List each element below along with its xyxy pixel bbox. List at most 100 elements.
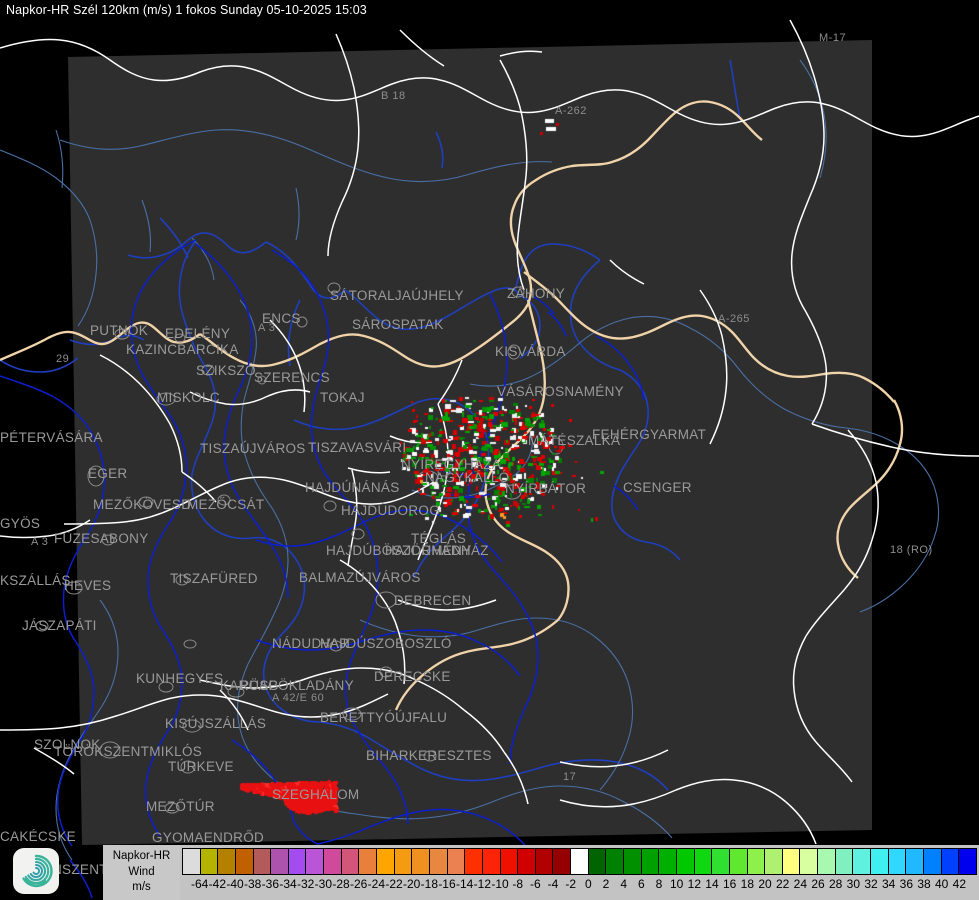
legend-swatch[interactable] xyxy=(782,849,801,874)
legend-swatch[interactable] xyxy=(588,849,607,874)
legend-swatch[interactable] xyxy=(535,849,554,874)
legend-swatch[interactable] xyxy=(800,849,819,874)
legend-color-swatches[interactable] xyxy=(182,848,977,875)
legend-swatch[interactable] xyxy=(941,849,960,874)
legend-tick-value: -40 xyxy=(226,877,244,891)
legend-scale[interactable]: -64 -42 -40 -38 -36 -34 -32 -30 -28 -26 -24 -22 -20-… xyxy=(180,845,979,900)
legend-swatch[interactable] xyxy=(765,849,783,874)
legend-swatch[interactable] xyxy=(183,849,201,874)
legend-tick-value: 16 xyxy=(722,877,737,891)
legend-swatch[interactable] xyxy=(624,849,642,874)
legend-swatch[interactable] xyxy=(377,849,395,874)
legend-tick-labels: -64 -42 -40 -38 -36 -34 -32 -30 -28 -26 -24 -22 -20-… xyxy=(182,877,977,893)
legend-tick-value: -12 xyxy=(473,877,491,891)
legend-title-unit: m/s xyxy=(132,881,151,894)
legend-tick-value: 22 xyxy=(775,877,790,891)
legend-tick-value: -6 xyxy=(529,877,541,891)
road-label: M-17 xyxy=(819,32,847,44)
legend-swatch[interactable] xyxy=(253,849,272,874)
legend-swatch[interactable] xyxy=(359,849,378,874)
legend-swatch[interactable] xyxy=(200,849,219,874)
road-label: A 3 xyxy=(258,322,276,334)
legend-swatch[interactable] xyxy=(324,849,342,874)
legend-swatch[interactable] xyxy=(959,849,976,874)
legend-tick-value: 28 xyxy=(828,877,843,891)
legend-swatch[interactable] xyxy=(571,849,589,874)
road-label: A-265 xyxy=(718,313,750,325)
legend-swatch[interactable] xyxy=(518,849,536,874)
app-logo[interactable] xyxy=(13,848,59,894)
legend-swatch[interactable] xyxy=(870,849,889,874)
legend-swatch[interactable] xyxy=(641,849,660,874)
legend-title-site: Napkor-HR xyxy=(112,850,171,863)
legend-swatch[interactable] xyxy=(341,849,360,874)
legend-swatch[interactable] xyxy=(694,849,713,874)
legend-swatch[interactable] xyxy=(888,849,907,874)
legend-tick-value: -32 xyxy=(296,877,315,891)
spiral-logo-icon xyxy=(22,854,53,888)
legend-tick-value: 34 xyxy=(881,877,896,891)
legend-swatch[interactable] xyxy=(482,849,501,874)
legend-tick-value: -14 xyxy=(455,877,474,891)
legend-tick-value: 0 xyxy=(584,877,592,891)
legend-swatch[interactable] xyxy=(288,849,307,874)
legend-tick-value: 30 xyxy=(846,877,861,891)
legend-tick-value: 6 xyxy=(637,877,645,891)
legend-tick-value: -18 xyxy=(420,877,438,891)
legend-swatch[interactable] xyxy=(306,849,325,874)
legend-tick-value: 8 xyxy=(655,877,663,891)
legend-title-product: Wind xyxy=(128,865,155,878)
legend-swatch[interactable] xyxy=(835,849,854,874)
legend-tick-value: -10 xyxy=(491,877,509,891)
legend-swatch[interactable] xyxy=(412,849,430,874)
legend-tick-value: -64 xyxy=(190,877,209,891)
legend-tick-value: 32 xyxy=(864,877,878,891)
legend-tick-value: -26 xyxy=(349,877,368,891)
legend-tick-value: -2 xyxy=(565,877,576,891)
legend-swatch[interactable] xyxy=(394,849,413,874)
legend-tick-value: 12 xyxy=(687,877,702,891)
legend-swatch[interactable] xyxy=(853,849,871,874)
legend-swatch[interactable] xyxy=(500,849,519,874)
legend-swatch[interactable] xyxy=(923,849,942,874)
legend-swatch[interactable] xyxy=(271,849,289,874)
legend-title-block: Napkor-HR Wind m/s xyxy=(103,845,180,900)
legend-tick-value: 26 xyxy=(811,877,825,891)
legend-swatch[interactable] xyxy=(712,849,730,874)
legend-tick-value: 42 xyxy=(952,877,967,891)
legend-tick-value: -22 xyxy=(385,877,403,891)
legend-swatch[interactable] xyxy=(747,849,766,874)
legend-tick-value: 18 xyxy=(740,877,755,891)
legend-tick-value: 24 xyxy=(793,877,808,891)
legend-swatch[interactable] xyxy=(465,849,483,874)
legend-swatch[interactable] xyxy=(235,849,254,874)
road-label: 29 xyxy=(56,353,70,365)
road-label: A-262 xyxy=(555,105,587,117)
legend-tick-value: 38 xyxy=(917,877,931,891)
legend-tick-value: -36 xyxy=(261,877,279,891)
legend-tick-value: 2 xyxy=(602,877,610,891)
legend-panel[interactable]: Napkor-HR Wind m/s -64 -42 -40 -38 -36 -34 -32… xyxy=(103,845,979,900)
legend-swatch[interactable] xyxy=(676,849,695,874)
legend-tick-value: 20 xyxy=(758,877,772,891)
legend-swatch[interactable] xyxy=(906,849,924,874)
legend-swatch[interactable] xyxy=(818,849,836,874)
legend-tick-value: 14 xyxy=(705,877,719,891)
legend-swatch[interactable] xyxy=(429,849,448,874)
legend-tick-value: -16 xyxy=(438,877,456,891)
legend-tick-value: -38 xyxy=(243,877,262,891)
legend-swatch[interactable] xyxy=(606,849,625,874)
legend-tick-value: 4 xyxy=(620,877,627,891)
legend-swatch[interactable] xyxy=(729,849,748,874)
legend-tick-value: 40 xyxy=(934,877,949,891)
legend-swatch[interactable] xyxy=(218,849,236,874)
legend-tick-value: -8 xyxy=(512,877,523,891)
legend-swatch[interactable] xyxy=(447,849,466,874)
legend-tick-value: -34 xyxy=(279,877,297,891)
legend-swatch[interactable] xyxy=(553,849,572,874)
road-label: A 42/E 60 xyxy=(272,692,325,704)
legend-swatch[interactable] xyxy=(659,849,677,874)
legend-tick-value: -28 xyxy=(332,877,350,891)
